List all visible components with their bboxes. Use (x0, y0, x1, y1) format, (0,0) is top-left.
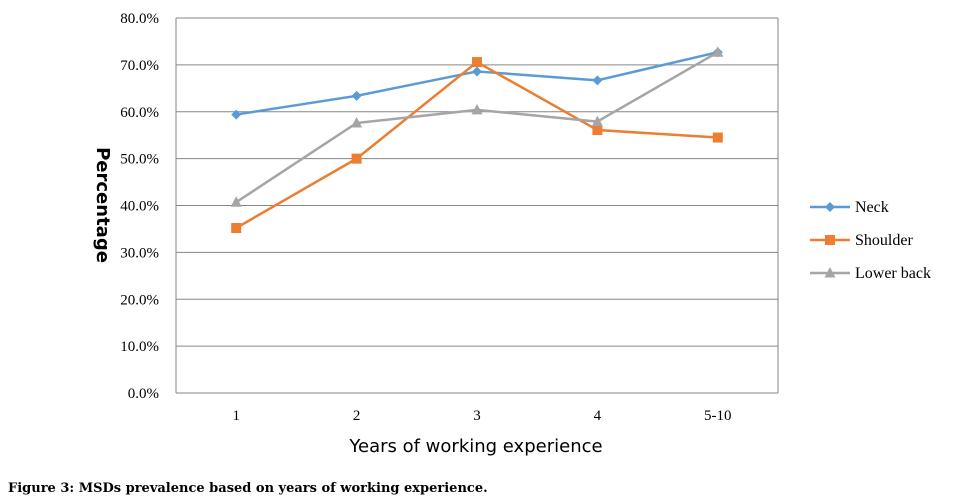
y-tick-label: 40.0% (120, 199, 159, 215)
x-tick-label: 5-10 (704, 408, 732, 424)
data-point-shoulder (351, 153, 362, 164)
data-point-lower-back (230, 196, 242, 207)
x-tick-label: 2 (353, 408, 361, 424)
legend-marker (825, 202, 835, 212)
legend: Neck Shoulder Lower back (810, 199, 931, 282)
data-point-shoulder (472, 57, 482, 68)
legend-entry-lower-back: Lower back (810, 265, 931, 282)
data-point-lower-back (712, 46, 724, 57)
y-tick-label: 70.0% (120, 58, 159, 74)
data-point-lower-back (591, 115, 603, 127)
legend-label: Shoulder (855, 232, 913, 249)
series-shoulder (231, 57, 723, 233)
data-point-neck (231, 109, 242, 120)
series-lower-back (230, 46, 724, 207)
y-axis-title: Percentage (92, 147, 113, 263)
data-point-shoulder (712, 132, 723, 143)
legend-label: Lower back (855, 265, 931, 282)
gridlines (175, 17, 779, 394)
y-tick-label: 80.0% (120, 11, 159, 27)
legend-label: Neck (855, 199, 889, 216)
y-tick-label: 0.0% (128, 386, 159, 402)
data-point-shoulder (231, 223, 242, 233)
data-point-neck (351, 90, 362, 101)
figure-caption: Figure 3: MSDs prevalence based on years… (8, 481, 488, 496)
legend-marker (825, 235, 835, 245)
y-tick-label: 10.0% (120, 339, 159, 355)
y-tick-label: 50.0% (120, 152, 159, 168)
y-tick-label: 30.0% (120, 245, 159, 261)
x-axis-title: Years of working experience (348, 436, 602, 457)
legend-marker (824, 267, 836, 278)
series-line-shoulder (235, 60, 718, 230)
x-tick-label: 3 (473, 408, 481, 424)
data-point-lower-back (471, 103, 483, 115)
series-neck (231, 47, 723, 120)
y-axis-ticks: 0.0% 10.0% 20.0% 30.0% 40.0% 50.0% 60.0% 70.0% 8… (120, 11, 159, 402)
x-tick-label: 4 (594, 408, 602, 424)
series-group (230, 46, 724, 233)
data-point-neck (472, 66, 482, 77)
x-tick-label: 1 (232, 408, 240, 424)
data-point-shoulder (592, 125, 603, 136)
legend-entry-neck: Neck (810, 199, 889, 216)
data-point-neck (592, 75, 603, 86)
x-axis-ticks: 1 2 3 4 5-10 (232, 408, 731, 424)
legend-entry-shoulder: Shoulder (810, 232, 913, 249)
y-tick-label: 60.0% (120, 105, 159, 121)
data-point-lower-back (351, 117, 363, 128)
y-tick-label: 20.0% (120, 292, 159, 308)
